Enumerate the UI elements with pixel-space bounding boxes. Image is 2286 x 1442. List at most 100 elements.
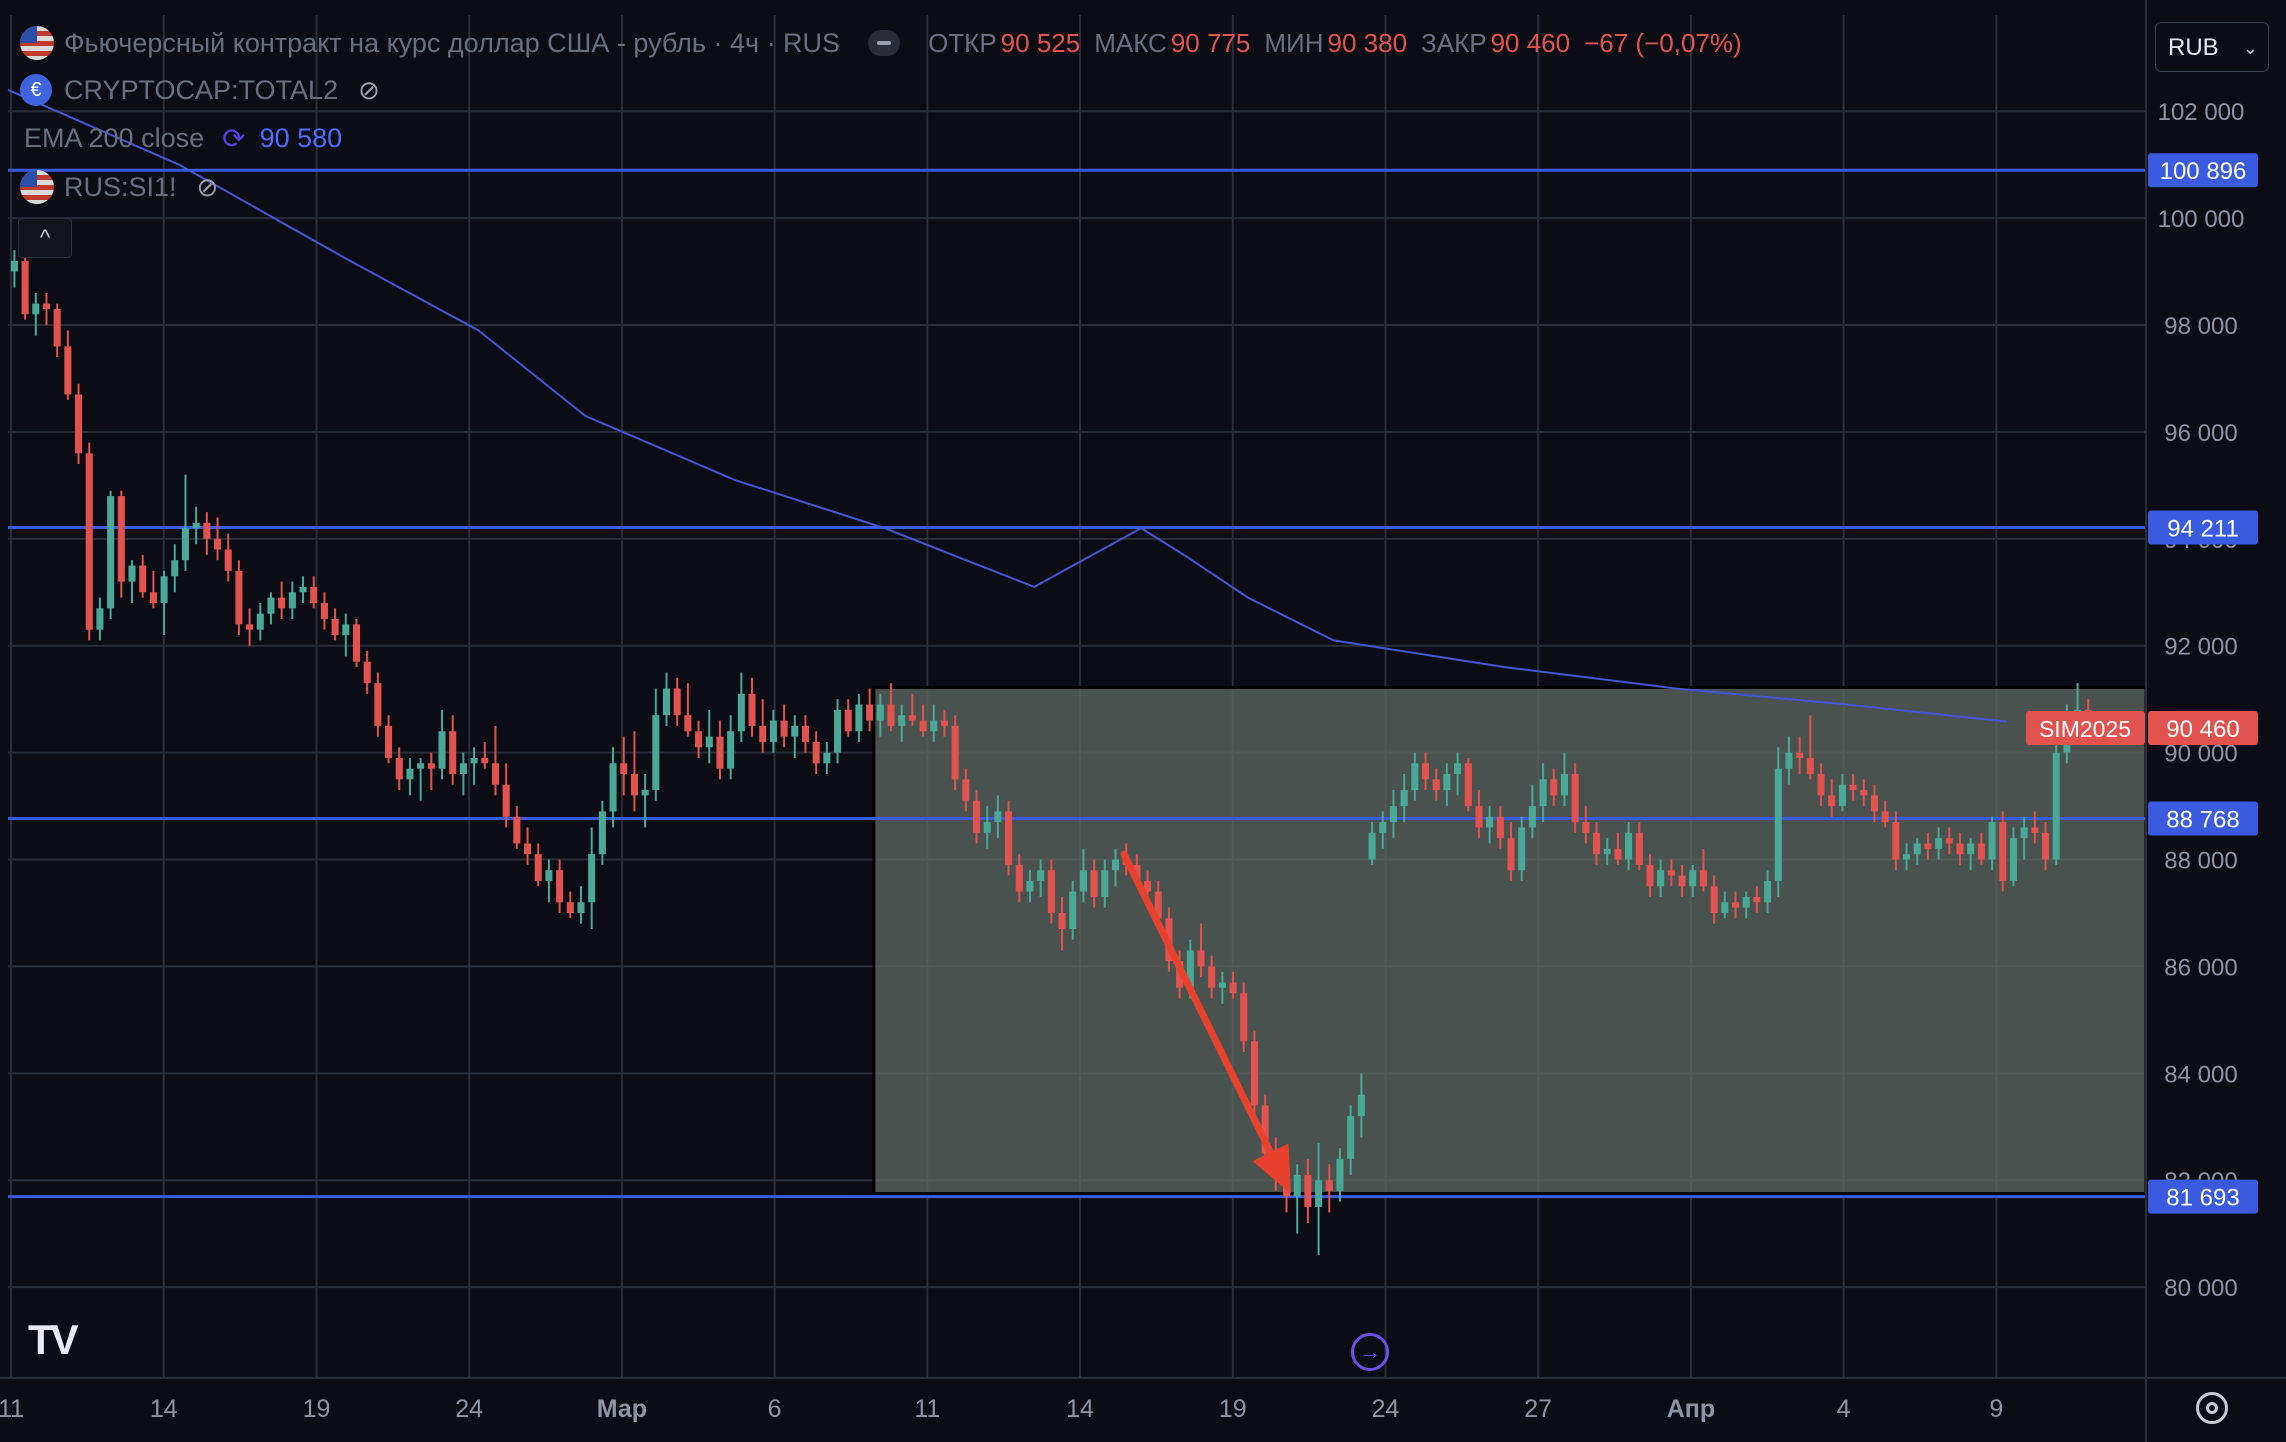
candle-body bbox=[930, 720, 938, 732]
candle-body bbox=[1560, 774, 1568, 796]
x-tick-label: 9 bbox=[1989, 1395, 2003, 1423]
candle-body bbox=[246, 624, 254, 630]
candle-body bbox=[1550, 779, 1558, 796]
candle-body bbox=[1849, 784, 1857, 791]
hidden-eye-icon[interactable]: ⊘ bbox=[196, 171, 219, 202]
candle-body bbox=[149, 592, 157, 603]
candle-body bbox=[278, 597, 286, 609]
candle-body bbox=[919, 720, 927, 732]
y-tick-label: 102 000 bbox=[2158, 99, 2245, 126]
y-tick-label: 86 000 bbox=[2164, 954, 2237, 981]
candle-body bbox=[1400, 790, 1408, 807]
candle-body bbox=[844, 709, 852, 732]
candle-body bbox=[374, 683, 382, 726]
candle-body bbox=[1721, 902, 1729, 913]
y-tick-label: 96 000 bbox=[2164, 420, 2237, 447]
candle-body bbox=[75, 394, 83, 454]
range-zone[interactable] bbox=[872, 685, 2148, 1196]
go-to-realtime-icon[interactable]: → bbox=[1351, 1333, 1389, 1371]
x-tick-label: 19 bbox=[303, 1395, 331, 1423]
x-tick-label: 24 bbox=[1372, 1395, 1400, 1423]
candle-body bbox=[1667, 870, 1675, 876]
candle-body bbox=[363, 661, 371, 684]
candle-body bbox=[235, 570, 243, 625]
candle-body bbox=[203, 522, 211, 539]
candle-body bbox=[1860, 790, 1868, 796]
collapse-legend-icon[interactable] bbox=[868, 30, 901, 56]
candle-body bbox=[652, 715, 660, 791]
candle-body bbox=[1208, 966, 1216, 988]
candle-body bbox=[1913, 843, 1921, 855]
y-tick-label: 88 000 bbox=[2164, 848, 2237, 875]
candle-body bbox=[951, 725, 959, 780]
candle-body bbox=[695, 731, 703, 748]
candle-body bbox=[2041, 832, 2050, 860]
candle-body bbox=[171, 560, 179, 577]
candle-body bbox=[21, 260, 29, 315]
candle-body bbox=[1764, 880, 1772, 903]
candle-body bbox=[1079, 870, 1087, 892]
candle-body bbox=[1111, 859, 1120, 871]
si-label: RUS:SI1! bbox=[64, 171, 177, 202]
candle-body bbox=[438, 731, 446, 769]
candle-body bbox=[1977, 843, 1985, 860]
si-legend[interactable]: RUS:SI1! ⊘ bbox=[20, 170, 218, 204]
candle-body bbox=[417, 763, 425, 769]
trend-arrow-line[interactable] bbox=[1120, 850, 1275, 1156]
candle-body bbox=[1935, 838, 1943, 849]
x-tick-label: 19 bbox=[1219, 1395, 1247, 1423]
open-label: ОТКР bbox=[928, 27, 997, 58]
us-flag-icon bbox=[20, 170, 54, 204]
candle-body bbox=[1347, 1116, 1355, 1159]
candle-body bbox=[1090, 870, 1098, 897]
candle-body bbox=[1678, 875, 1686, 887]
candle-body bbox=[449, 731, 457, 775]
currency-select[interactable]: RUB ⌄ bbox=[2155, 22, 2269, 72]
y-tick-label: 84 000 bbox=[2164, 1061, 2237, 1088]
y-tick-label: 92 000 bbox=[2164, 634, 2237, 661]
candle-body bbox=[727, 731, 735, 769]
candle-body bbox=[1389, 806, 1397, 823]
candle-body bbox=[748, 693, 756, 726]
candle-body bbox=[1229, 982, 1237, 994]
last-price-tag bbox=[2148, 711, 2258, 746]
level-price-tag bbox=[2148, 801, 2258, 836]
candle-body bbox=[1304, 1174, 1312, 1207]
total2-legend[interactable]: € CRYPTOCAP:TOTAL2 ⊘ bbox=[20, 74, 380, 106]
ema-value: 90 580 bbox=[259, 123, 343, 153]
hidden-eye-icon[interactable]: ⊘ bbox=[358, 74, 380, 105]
candle-body bbox=[1315, 1180, 1323, 1207]
candle-body bbox=[1657, 870, 1665, 887]
symbol-legend[interactable]: Фьючерсный контракт на курс доллар США -… bbox=[20, 26, 1742, 60]
tradingview-logo: TV bbox=[28, 1316, 79, 1363]
candle-body bbox=[1903, 854, 1911, 860]
candle-body bbox=[1443, 774, 1451, 791]
open-value: 90 525 bbox=[1000, 27, 1081, 58]
candle-body bbox=[352, 624, 361, 662]
candle-body bbox=[1956, 843, 1964, 855]
close-label: ЗАКР bbox=[1421, 27, 1487, 58]
candle-body bbox=[1144, 880, 1152, 892]
collapse-button[interactable]: ^ bbox=[18, 218, 72, 258]
candle-body bbox=[1646, 864, 1654, 887]
y-tick-label: 90 000 bbox=[2164, 741, 2237, 768]
candle-body bbox=[1379, 822, 1387, 833]
candle-body bbox=[139, 565, 147, 593]
candle-body bbox=[1742, 896, 1750, 908]
candle-body bbox=[1240, 993, 1248, 1042]
candle-body bbox=[1774, 768, 1782, 881]
candle-body bbox=[1411, 763, 1419, 791]
candle-body bbox=[684, 715, 692, 732]
candle-body bbox=[299, 586, 307, 593]
ema-legend[interactable]: EMA 200 close ⟳ 90 580 bbox=[24, 122, 342, 155]
refresh-icon[interactable]: ⟳ bbox=[222, 123, 246, 154]
x-tick-label: Апр bbox=[1667, 1395, 1715, 1423]
currency-value: RUB bbox=[2168, 34, 2219, 61]
candle-body bbox=[705, 736, 713, 748]
candle-body bbox=[1454, 763, 1462, 775]
candle-body bbox=[107, 496, 115, 609]
candle-body bbox=[470, 757, 478, 764]
settings-gear-icon[interactable] bbox=[2196, 1392, 2228, 1424]
candle-body bbox=[53, 308, 61, 347]
